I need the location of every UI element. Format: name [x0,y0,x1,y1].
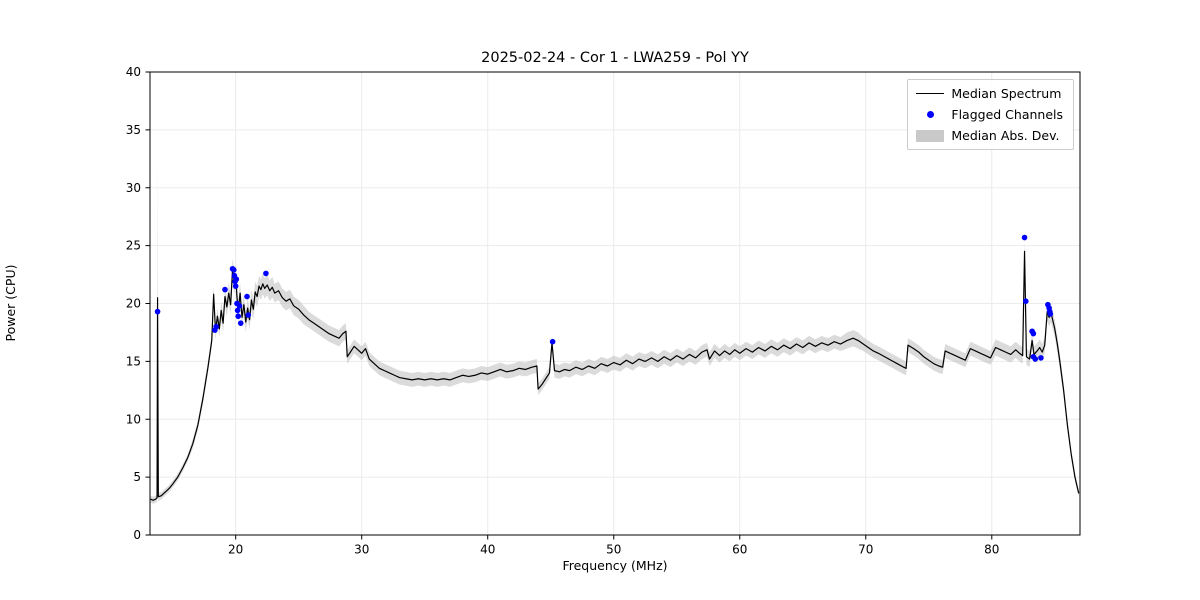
flagged-channel-dot [154,308,161,315]
y-tick-label: 15 [126,354,141,368]
flagged-channel-dot [1032,356,1039,362]
x-axis-label: Frequency (MHz) [562,558,668,573]
y-tick-label: 40 [126,65,141,79]
median-spectrum-line [150,250,1080,501]
axis-ticks: 20 30 40 50 60 70 80 0 5 10 15 20 25 30 35 40 [126,65,1000,557]
y-tick-label: 20 [126,297,141,311]
grid [150,71,1080,536]
x-tick-label: 80 [984,543,999,557]
x-tick-label: 20 [228,543,243,557]
flagged-channel-dot [232,283,239,289]
flagged-channel-dot [1030,330,1037,337]
flagged-channel-dot [549,338,556,345]
flagged-channel-dot [235,313,242,320]
legend-item-flagged-channels: Flagged Channels [916,106,1063,123]
mad-band-patch-icon [916,129,945,142]
flagged-channel-dot [245,312,252,318]
chart-title: 2025-02-24 - Cor 1 - LWA259 - Pol YY [481,50,749,66]
flagged-channel-dot [234,307,241,314]
median-spectrum-line-icon [916,93,945,94]
legend: Median Spectrum Flagged Channels Median … [907,79,1074,150]
y-tick-label: 35 [126,123,141,137]
flagged-channel-dot [213,323,219,330]
y-tick-label: 0 [133,528,141,542]
flagged-channel-dot [244,293,250,300]
x-tick-label: 40 [480,543,495,557]
flagged-channel-dot [236,303,243,309]
legend-item-median-abs-dev: Median Abs. Dev. [916,127,1063,144]
flagged-channel-dot [1038,355,1044,361]
legend-item-median-spectrum: Median Spectrum [916,85,1063,102]
legend-label: Flagged Channels [951,107,1063,122]
y-tick-label: 30 [126,181,141,195]
flagged-channel-dot [1047,311,1054,317]
flagged-channel-dots [154,234,1054,362]
x-tick-label: 50 [606,543,621,557]
y-tick-label: 25 [126,239,141,253]
flagged-channel-dot-icon [916,111,944,118]
flagged-channel-dot [1021,234,1028,241]
flagged-channel-dot [1023,298,1029,304]
legend-label: Median Abs. Dev. [951,128,1060,143]
flagged-channel-dot [233,276,240,282]
x-tick-label: 70 [858,543,873,557]
x-tick-label: 60 [732,543,747,557]
y-tick-label: 5 [133,470,141,484]
mad-band [150,147,1079,504]
flagged-channel-dot [263,270,269,277]
y-axis-label: Power (CPU) [3,264,18,342]
flagged-channel-dot [231,267,237,273]
flagged-channel-dot [237,320,244,326]
legend-label: Median Spectrum [951,86,1062,101]
x-tick-label: 30 [354,543,369,557]
flagged-channel-dot [222,286,228,293]
y-tick-label: 10 [126,412,141,426]
